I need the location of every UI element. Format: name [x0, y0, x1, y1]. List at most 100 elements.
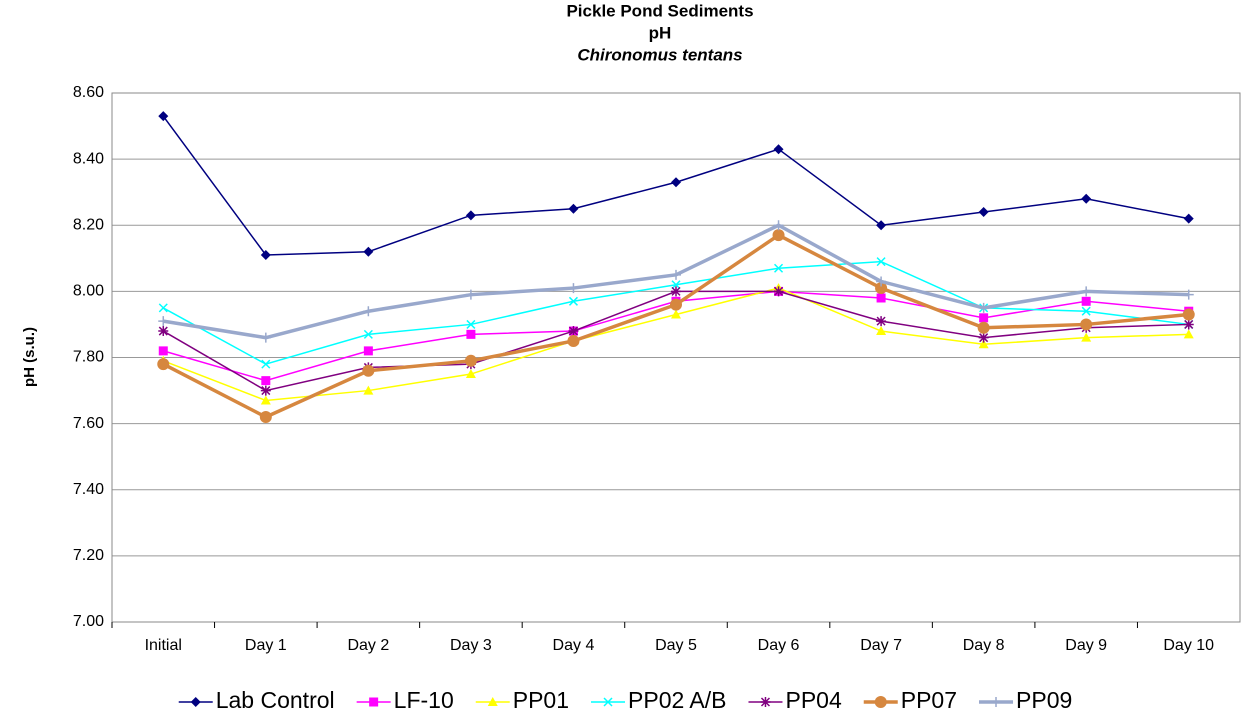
x-tick-label: Initial	[145, 637, 182, 654]
data-point	[1081, 193, 1092, 204]
data-point	[261, 376, 271, 386]
data-point	[465, 369, 476, 379]
data-point	[1182, 308, 1195, 321]
chart-species: Chironomus tentans	[577, 45, 742, 64]
data-point	[158, 303, 168, 313]
data-point	[1081, 306, 1091, 316]
data-point	[568, 283, 579, 294]
x-tick-label: Day 7	[860, 637, 902, 654]
y-tick-label: 8.00	[73, 283, 104, 300]
data-point	[671, 309, 681, 319]
data-point	[671, 177, 681, 188]
data-point	[876, 293, 886, 303]
legend-marker	[874, 696, 887, 708]
data-point	[671, 280, 681, 290]
y-tick-label: 8.60	[73, 84, 104, 101]
data-point	[363, 246, 374, 257]
data-point	[671, 269, 681, 280]
legend-label: Lab Control	[216, 687, 335, 713]
data-point	[1081, 332, 1092, 342]
data-point	[465, 289, 476, 300]
x-tick-label: Day 5	[655, 637, 697, 654]
data-point	[670, 298, 682, 311]
legend: Lab Control LF-10 PP01 PP02 A/B PP04 PP07 PP09	[178, 687, 1072, 713]
chart-subtitle: pH	[649, 23, 672, 42]
x-tick-label: Day 4	[553, 637, 595, 654]
plot-border	[111, 92, 1241, 623]
data-point	[978, 207, 989, 218]
y-axis-label: pH (s.u.)	[21, 327, 38, 387]
data-point	[774, 263, 784, 273]
data-point	[465, 210, 476, 221]
data-point	[158, 346, 168, 356]
data-point	[979, 313, 989, 323]
data-point	[363, 385, 374, 395]
data-point	[260, 332, 271, 343]
data-point	[466, 319, 476, 329]
data-point	[977, 321, 990, 334]
data-point	[773, 220, 784, 231]
data-point	[671, 286, 681, 297]
data-point	[363, 346, 373, 356]
data-point	[567, 334, 580, 347]
data-point	[466, 329, 476, 339]
legend-marker	[190, 697, 201, 707]
data-point	[876, 257, 886, 267]
data-point	[362, 364, 375, 377]
data-point	[260, 385, 271, 396]
data-point	[261, 359, 271, 369]
data-point	[772, 229, 785, 242]
y-tick-label: 7.60	[73, 415, 104, 432]
x-tick-label: Day 8	[963, 637, 1005, 654]
data-point	[568, 296, 578, 306]
data-point	[363, 329, 373, 339]
data-point	[157, 358, 170, 371]
data-point	[363, 306, 374, 317]
data-point	[260, 250, 271, 261]
legend-marker	[760, 697, 771, 707]
y-tick-label: 7.00	[73, 613, 104, 630]
data-point	[568, 203, 579, 214]
chart-title: Pickle Pond Sediments	[566, 1, 753, 20]
y-tick-label: 7.20	[73, 547, 104, 564]
data-point	[158, 316, 169, 327]
legend-marker	[487, 697, 498, 706]
data-point	[1183, 213, 1194, 224]
data-point	[1081, 286, 1092, 297]
data-point	[464, 354, 477, 367]
data-point	[1183, 329, 1194, 339]
y-tick-label: 8.40	[73, 150, 104, 167]
y-tick-label: 8.20	[73, 216, 104, 233]
data-point	[876, 316, 887, 327]
y-tick-label: 7.40	[73, 481, 104, 498]
data-point	[259, 411, 272, 424]
legend-label: PP02 A/B	[628, 687, 726, 713]
legend-label: PP09	[1016, 687, 1072, 713]
legend-label: LF-10	[394, 687, 454, 713]
data-point	[1080, 318, 1093, 331]
data-point	[978, 302, 989, 313]
data-point	[876, 326, 887, 336]
data-point	[875, 282, 888, 295]
data-point	[978, 339, 989, 349]
x-tick-label: Day 10	[1163, 637, 1214, 654]
series-line	[162, 223, 1189, 340]
data-point	[978, 332, 989, 343]
x-tick-label: Day 3	[450, 637, 492, 654]
data-point	[876, 220, 887, 231]
legend-label: PP01	[513, 687, 569, 713]
data-point	[260, 395, 271, 405]
data-point	[773, 144, 784, 155]
data-point	[158, 111, 169, 122]
data-point	[158, 326, 169, 337]
legend-label: PP07	[901, 687, 957, 713]
legend-marker	[991, 697, 1002, 707]
legend-marker	[603, 697, 613, 707]
data-point	[1081, 296, 1091, 306]
x-tick-label: Day 2	[347, 637, 389, 654]
data-point	[1183, 319, 1194, 330]
data-point	[773, 286, 784, 297]
x-tick-label: Day 1	[245, 637, 287, 654]
data-point	[568, 326, 579, 337]
